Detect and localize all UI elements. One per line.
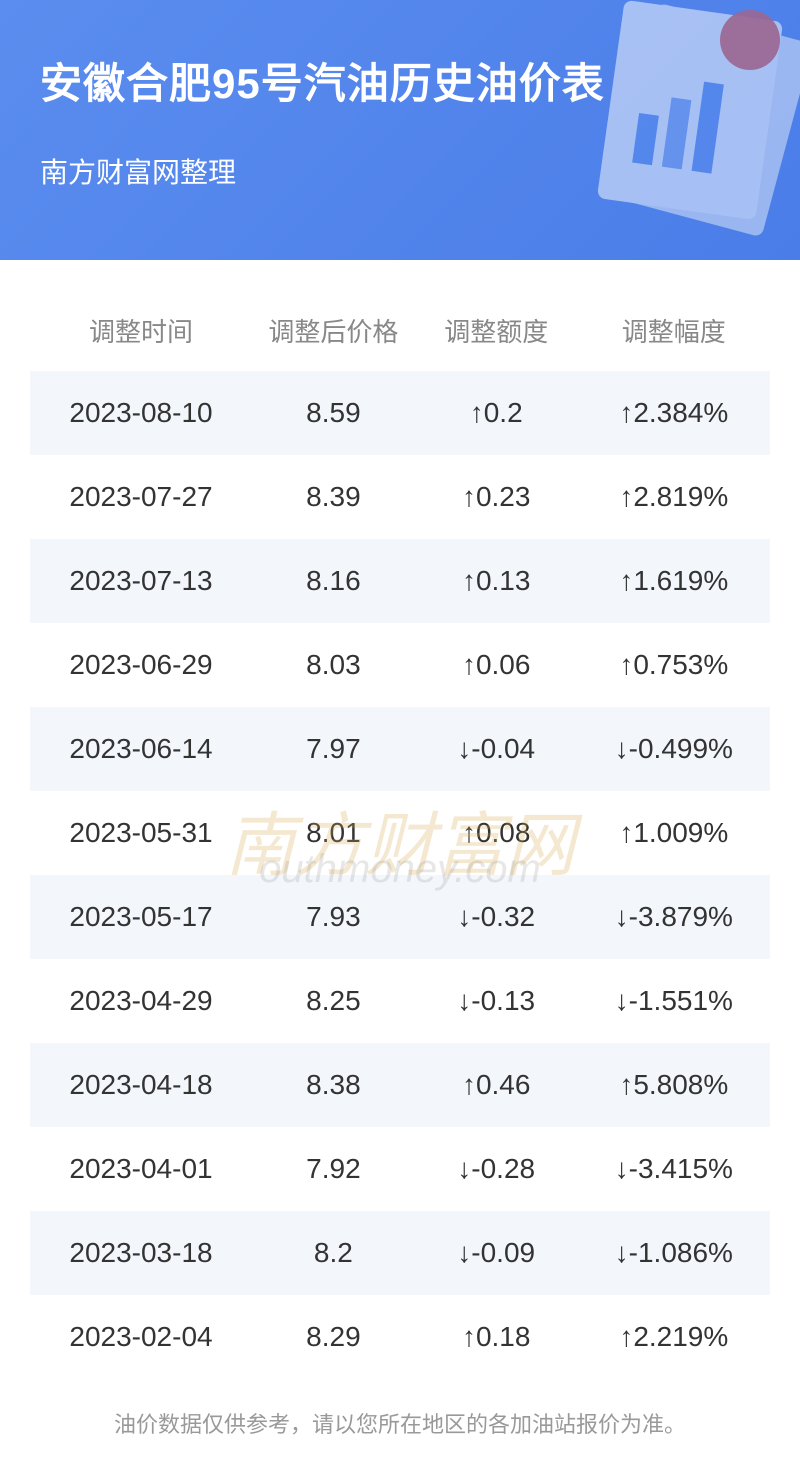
table-body: 2023-08-108.590.22.384%2023-07-278.390.2… xyxy=(30,371,770,1379)
cell-price: 7.93 xyxy=(252,875,415,959)
col-header-date: 调整时间 xyxy=(30,290,252,371)
header-decoration-icon xyxy=(550,0,800,260)
cell-pct: -3.415% xyxy=(578,1127,770,1211)
cell-date: 2023-03-18 xyxy=(30,1211,252,1295)
table-row: 2023-06-147.97-0.04-0.499% xyxy=(30,707,770,791)
header-banner: 安徽合肥95号汽油历史油价表 南方财富网整理 xyxy=(0,0,800,260)
cell-change: 0.46 xyxy=(415,1043,578,1127)
arrow-up-icon xyxy=(462,1321,476,1352)
arrow-down-icon xyxy=(457,985,471,1016)
cell-change: 0.23 xyxy=(415,455,578,539)
cell-change: -0.13 xyxy=(415,959,578,1043)
arrow-down-icon xyxy=(615,901,629,932)
cell-price: 8.29 xyxy=(252,1295,415,1379)
cell-price: 8.16 xyxy=(252,539,415,623)
price-history-table: 调整时间 调整后价格 调整额度 调整幅度 2023-08-108.590.22.… xyxy=(30,290,770,1379)
arrow-up-icon xyxy=(619,1069,633,1100)
cell-pct: 1.619% xyxy=(578,539,770,623)
footnote-text: 油价数据仅供参考，请以您所在地区的各加油站报价为准。 xyxy=(0,1379,800,1459)
table-row: 2023-06-298.030.060.753% xyxy=(30,623,770,707)
cell-pct: 0.753% xyxy=(578,623,770,707)
col-header-price: 调整后价格 xyxy=(252,290,415,371)
arrow-down-icon xyxy=(615,1153,629,1184)
arrow-down-icon xyxy=(615,985,629,1016)
table-row: 2023-04-017.92-0.28-3.415% xyxy=(30,1127,770,1211)
cell-date: 2023-07-27 xyxy=(30,455,252,539)
arrow-up-icon xyxy=(462,649,476,680)
arrow-up-icon xyxy=(462,565,476,596)
arrow-up-icon xyxy=(619,565,633,596)
cell-date: 2023-05-31 xyxy=(30,791,252,875)
cell-change: 0.13 xyxy=(415,539,578,623)
table-row: 2023-04-298.25-0.13-1.551% xyxy=(30,959,770,1043)
page-subtitle: 南方财富网整理 xyxy=(40,151,760,191)
cell-pct: -3.879% xyxy=(578,875,770,959)
arrow-up-icon xyxy=(619,397,633,428)
cell-pct: 5.808% xyxy=(578,1043,770,1127)
table-row: 2023-02-048.290.182.219% xyxy=(30,1295,770,1379)
arrow-up-icon xyxy=(619,817,633,848)
arrow-up-icon xyxy=(462,817,476,848)
table-container: 南方财富网 outhmoney.com 调整时间 调整后价格 调整额度 调整幅度… xyxy=(0,260,800,1379)
cell-price: 8.39 xyxy=(252,455,415,539)
cell-change: -0.04 xyxy=(415,707,578,791)
cell-price: 7.97 xyxy=(252,707,415,791)
arrow-down-icon xyxy=(615,733,629,764)
cell-pct: 2.384% xyxy=(578,371,770,455)
cell-date: 2023-05-17 xyxy=(30,875,252,959)
arrow-up-icon xyxy=(619,649,633,680)
table-row: 2023-05-177.93-0.32-3.879% xyxy=(30,875,770,959)
cell-change: 0.18 xyxy=(415,1295,578,1379)
cell-change: 0.06 xyxy=(415,623,578,707)
arrow-up-icon xyxy=(470,397,484,428)
cell-price: 8.01 xyxy=(252,791,415,875)
arrow-down-icon xyxy=(457,901,471,932)
arrow-down-icon xyxy=(457,733,471,764)
cell-price: 8.2 xyxy=(252,1211,415,1295)
cell-change: -0.32 xyxy=(415,875,578,959)
cell-change: -0.28 xyxy=(415,1127,578,1211)
cell-pct: 2.819% xyxy=(578,455,770,539)
table-row: 2023-08-108.590.22.384% xyxy=(30,371,770,455)
cell-date: 2023-08-10 xyxy=(30,371,252,455)
arrow-up-icon xyxy=(462,1069,476,1100)
cell-change: -0.09 xyxy=(415,1211,578,1295)
cell-date: 2023-04-29 xyxy=(30,959,252,1043)
arrow-down-icon xyxy=(457,1237,471,1268)
cell-pct: 1.009% xyxy=(578,791,770,875)
arrow-down-icon xyxy=(457,1153,471,1184)
cell-date: 2023-06-29 xyxy=(30,623,252,707)
page-title: 安徽合肥95号汽油历史油价表 xyxy=(40,50,760,111)
table-row: 2023-07-278.390.232.819% xyxy=(30,455,770,539)
col-header-pct: 调整幅度 xyxy=(578,290,770,371)
table-row: 2023-05-318.010.081.009% xyxy=(30,791,770,875)
cell-date: 2023-04-18 xyxy=(30,1043,252,1127)
cell-date: 2023-07-13 xyxy=(30,539,252,623)
table-header-row: 调整时间 调整后价格 调整额度 调整幅度 xyxy=(30,290,770,371)
table-row: 2023-04-188.380.465.808% xyxy=(30,1043,770,1127)
arrow-up-icon xyxy=(619,481,633,512)
cell-change: 0.2 xyxy=(415,371,578,455)
cell-price: 8.38 xyxy=(252,1043,415,1127)
cell-pct: -1.086% xyxy=(578,1211,770,1295)
cell-price: 8.59 xyxy=(252,371,415,455)
table-row: 2023-03-188.2-0.09-1.086% xyxy=(30,1211,770,1295)
cell-date: 2023-02-04 xyxy=(30,1295,252,1379)
cell-change: 0.08 xyxy=(415,791,578,875)
cell-date: 2023-06-14 xyxy=(30,707,252,791)
cell-pct: 2.219% xyxy=(578,1295,770,1379)
cell-price: 7.92 xyxy=(252,1127,415,1211)
table-row: 2023-07-138.160.131.619% xyxy=(30,539,770,623)
col-header-change: 调整额度 xyxy=(415,290,578,371)
cell-price: 8.03 xyxy=(252,623,415,707)
cell-price: 8.25 xyxy=(252,959,415,1043)
arrow-down-icon xyxy=(615,1237,629,1268)
arrow-up-icon xyxy=(619,1321,633,1352)
cell-pct: -0.499% xyxy=(578,707,770,791)
cell-date: 2023-04-01 xyxy=(30,1127,252,1211)
cell-pct: -1.551% xyxy=(578,959,770,1043)
arrow-up-icon xyxy=(462,481,476,512)
